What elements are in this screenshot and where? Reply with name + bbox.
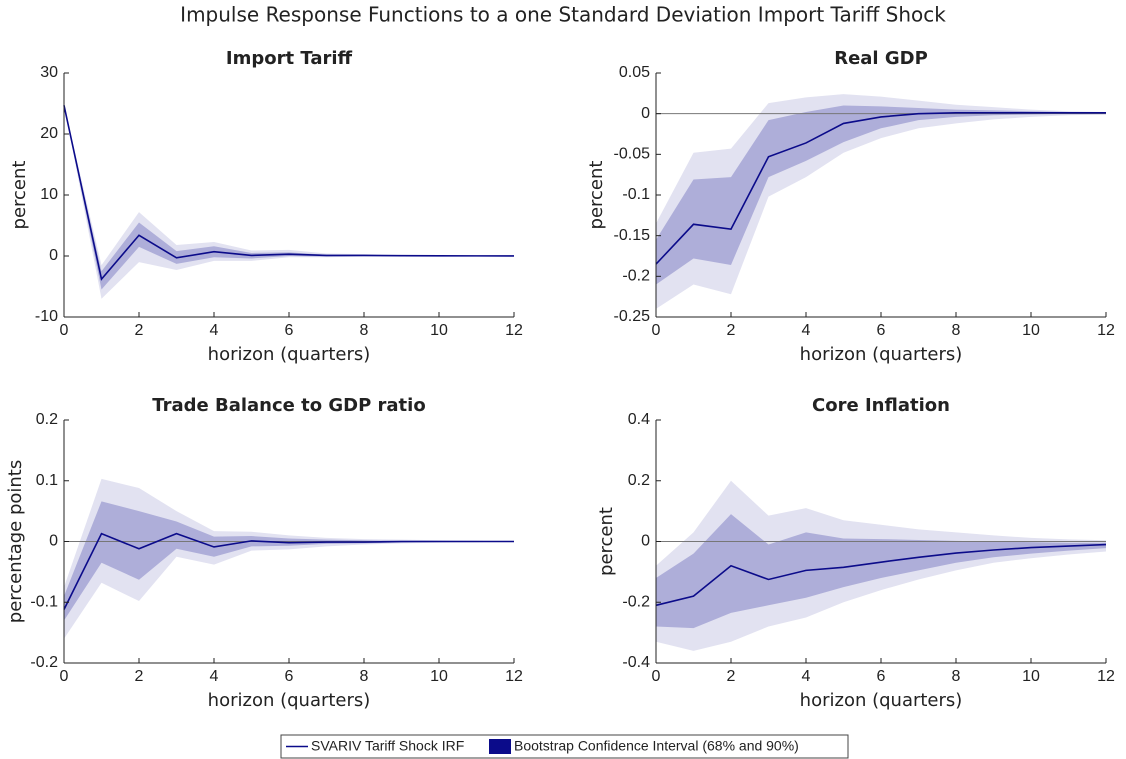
panel-title: Import Tariff: [226, 48, 353, 69]
panel: -0.2 -0.1 0 0.1 0.2 0 2 4 6 8 10 12 Trade Balance to…: [5, 395, 523, 711]
x-tick-label: 4: [210, 668, 219, 685]
irf-line: [63, 532, 514, 610]
x-tick-label: 12: [505, 668, 523, 685]
x-tick-label: 4: [210, 322, 219, 339]
x-tick-label: 6: [285, 668, 294, 685]
y-tick-label: -0.1: [30, 593, 58, 610]
x-tick-label: 10: [430, 668, 448, 685]
y-tick-label: 0: [49, 533, 58, 550]
legend: SVARIV Tariff Shock IRF Bootstrap Confide…: [280, 734, 849, 759]
legend-label: SVARIV Tariff Shock IRF: [311, 738, 464, 754]
x-tick-label: 2: [135, 322, 144, 339]
y-tick-label: 0: [641, 533, 650, 550]
y-tick-label: 0.1: [36, 472, 58, 489]
y-tick-label: -0.05: [614, 146, 651, 163]
y-tick-label: -0.25: [614, 308, 651, 325]
x-tick-label: 10: [430, 322, 448, 339]
x-tick-label: 4: [802, 322, 811, 339]
x-tick-label: 6: [285, 322, 294, 339]
y-axis-label: percent: [586, 161, 607, 230]
y-axis-label: percentage points: [5, 460, 26, 623]
y-tick-label: 30: [40, 64, 58, 81]
panel: -0.4 -0.2 0 0.2 0.4 0 2 4 6 8 10 12 Core Inflation ho…: [596, 395, 1115, 711]
x-tick-label: 0: [60, 668, 69, 685]
y-tick-label: -0.1: [622, 186, 650, 203]
x-tick-label: 12: [1097, 322, 1115, 339]
x-tick-label: 4: [802, 668, 811, 685]
panel-title: Real GDP: [834, 48, 928, 69]
y-tick-label: 0.05: [619, 64, 650, 81]
y-tick-label: 0.2: [36, 411, 58, 428]
legend-label: Bootstrap Confidence Interval (68% and 9…: [514, 738, 799, 754]
irf-line: [655, 112, 1106, 265]
confidence-band: [656, 105, 1106, 285]
x-axis-label: horizon (quarters): [208, 344, 371, 365]
y-tick-label: -0.2: [30, 654, 58, 671]
x-tick-label: 0: [652, 322, 661, 339]
legend-box: [280, 734, 849, 759]
panel: -0.25 -0.2 -0.15 -0.1 -0.05 0 0.05 0 2 4 6 8 10 12 Rea…: [586, 48, 1115, 365]
x-tick-label: 2: [135, 668, 144, 685]
x-tick-label: 6: [877, 322, 886, 339]
x-axis-label: horizon (quarters): [800, 690, 963, 711]
irf-line: [655, 543, 1107, 607]
irf-line: [63, 105, 515, 281]
confidence-band: [64, 478, 514, 639]
x-tick-label: 6: [877, 668, 886, 685]
x-tick-label: 0: [60, 322, 69, 339]
y-tick-label: -0.2: [622, 268, 650, 285]
x-tick-label: 10: [1022, 322, 1040, 339]
figure-title: Impulse Response Functions to a one Stan…: [180, 3, 946, 27]
y-tick-label: -0.15: [614, 227, 651, 244]
x-tick-label: 10: [1022, 668, 1040, 685]
y-tick-label: 10: [40, 186, 58, 203]
y-tick-label: -0.2: [622, 593, 650, 610]
y-tick-label: 0.4: [628, 411, 650, 428]
x-axis-label: horizon (quarters): [208, 690, 371, 711]
confidence-band: [64, 501, 514, 621]
x-tick-label: 12: [1097, 668, 1115, 685]
x-tick-label: 8: [360, 668, 369, 685]
y-tick-label: -0.4: [622, 654, 650, 671]
y-axis-label: percent: [9, 161, 30, 230]
y-tick-label: 20: [40, 125, 58, 142]
confidence-band: [64, 105, 514, 299]
y-tick-label: 0: [49, 247, 58, 264]
panel-title: Core Inflation: [812, 395, 950, 416]
x-tick-label: 8: [360, 322, 369, 339]
y-tick-label: 0.2: [628, 472, 650, 489]
x-tick-label: 0: [652, 668, 661, 685]
confidence-band: [656, 514, 1106, 629]
x-tick-label: 2: [727, 322, 736, 339]
panel-title: Trade Balance to GDP ratio: [152, 395, 425, 416]
y-axis-label: percent: [596, 507, 617, 576]
x-tick-label: 8: [952, 322, 961, 339]
legend-band-swatch: [489, 739, 511, 754]
x-tick-label: 8: [952, 668, 961, 685]
x-tick-label: 12: [505, 322, 523, 339]
y-tick-label: -10: [35, 308, 58, 325]
x-tick-label: 2: [727, 668, 736, 685]
x-axis-label: horizon (quarters): [800, 344, 963, 365]
y-tick-label: 0: [641, 105, 650, 122]
